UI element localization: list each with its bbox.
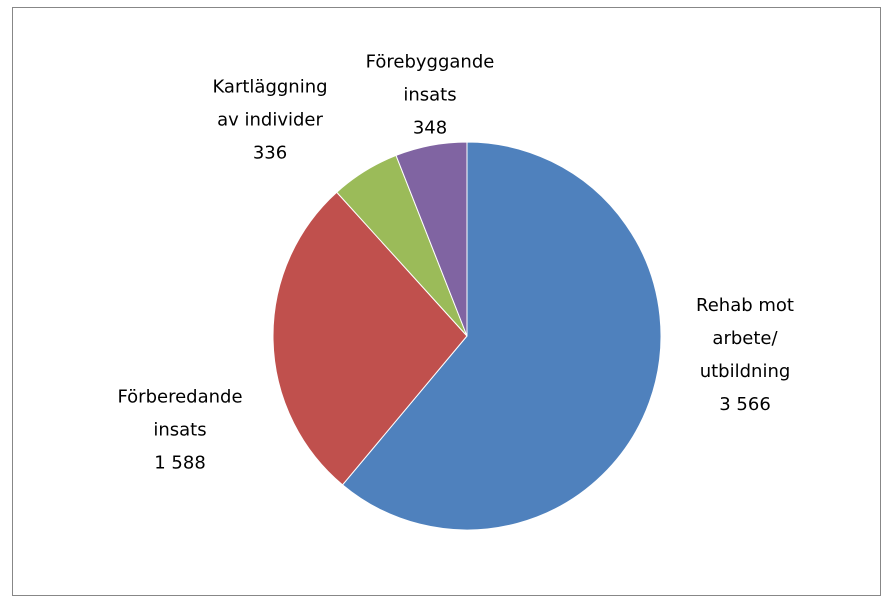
slice-label: Kartläggning av individer 336: [205, 71, 335, 170]
value-label: 1 588: [154, 452, 206, 474]
pie-slice: [272, 191, 468, 486]
slice-label: Förebyggande insats 348: [365, 46, 495, 145]
category-label: Rehab mot arbete/ utbildning: [696, 295, 794, 382]
category-label: Kartläggning av individer: [212, 76, 328, 131]
slice-label: Rehab mot arbete/ utbildning 3 566: [680, 289, 810, 421]
value-label: 3 566: [719, 394, 771, 415]
slice-label: Förberedande insats 1 588: [115, 381, 245, 480]
pie-slice: [395, 141, 468, 337]
pie-slice: [341, 141, 662, 531]
value-label: 348: [412, 117, 448, 139]
category-label: Förebyggande insats: [365, 51, 495, 106]
category-label: Förberedande insats: [117, 386, 243, 441]
value-label: 336: [252, 142, 288, 164]
